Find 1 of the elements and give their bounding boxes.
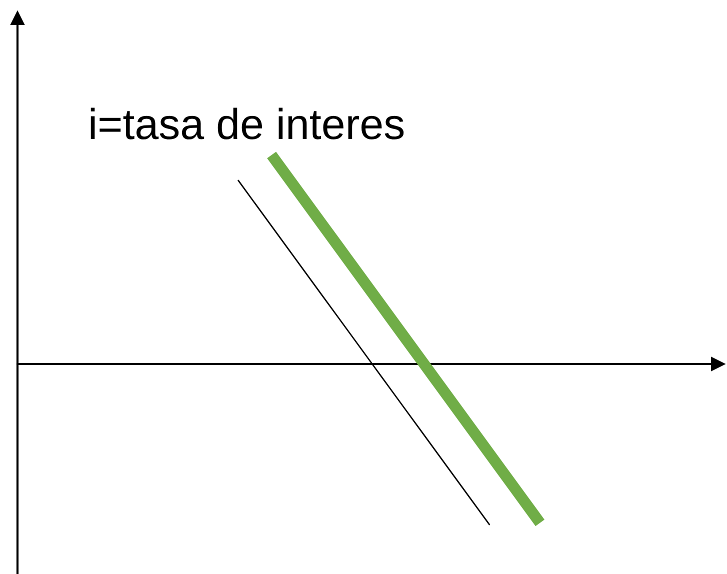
text: i=tasa de interes <box>90 108 404 140</box>
